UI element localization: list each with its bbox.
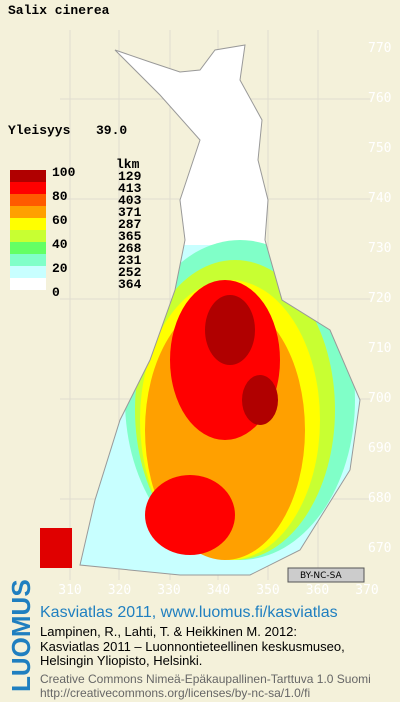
map	[80, 45, 360, 575]
citation: Kasviatlas 2011 – Luonnontieteellinen ke…	[40, 639, 345, 654]
legend-count: 129	[118, 169, 142, 184]
y-label: 720	[368, 291, 391, 306]
frequency-value: 39.0	[96, 123, 127, 138]
legend-count: 365	[118, 229, 142, 244]
x-label: 360	[306, 583, 329, 598]
legend-swatch	[10, 230, 46, 242]
island	[40, 528, 72, 568]
legend-count: 364	[118, 277, 142, 292]
license: Creative Commons Nimeä-Epäkaupallinen-Ta…	[40, 672, 371, 686]
x-label: 310	[58, 583, 81, 598]
legend-swatch	[10, 170, 46, 182]
citation: Lampinen, R., Lahti, T. & Heikkinen M. 2…	[40, 624, 297, 639]
y-label: 770	[368, 41, 391, 56]
legend-scale: 20	[52, 261, 68, 276]
legend-swatch	[10, 278, 46, 290]
cc-badge	[287, 567, 365, 583]
border	[79, 44, 361, 576]
legend-count: 231	[118, 253, 142, 268]
legend-count: 371	[118, 205, 142, 220]
citation: Helsingin Yliopisto, Helsinki.	[40, 653, 202, 668]
license: http://creativecommons.org/licenses/by-n…	[40, 686, 310, 700]
legend-count: 252	[118, 265, 142, 280]
legend-count: 287	[118, 217, 141, 232]
x-label: 350	[256, 583, 279, 598]
y-label: 690	[368, 441, 391, 456]
legend-swatch	[10, 206, 46, 218]
legend-count: 413	[118, 181, 142, 196]
cc-badge-text: BY-NC-SA	[300, 571, 343, 581]
legend-swatch	[10, 242, 46, 254]
legend-count: 268	[118, 241, 142, 256]
x-label: 370	[355, 583, 378, 598]
legend-scale: 80	[52, 189, 68, 204]
x-label: 330	[157, 583, 180, 598]
legend-swatch	[10, 182, 46, 194]
y-label: 730	[368, 241, 391, 256]
legend-scale: 100	[52, 165, 76, 180]
legend-scale: 0	[52, 285, 60, 300]
title: Salix cinerea	[8, 3, 110, 18]
x-label: 320	[108, 583, 131, 598]
y-label: 710	[368, 341, 391, 356]
y-label: 760	[368, 91, 391, 106]
legend-swatch	[10, 266, 46, 278]
y-label: 670	[368, 541, 391, 556]
legend-count: 403	[118, 193, 142, 208]
brand: LUOMUS	[6, 579, 36, 692]
legend-scale: 40	[52, 237, 68, 252]
y-label: 680	[368, 491, 391, 506]
legend-swatch	[10, 194, 46, 206]
legend-swatch	[10, 254, 46, 266]
legend-scale: 60	[52, 213, 68, 228]
link: Kasviatlas 2011, www.luomus.fi/kasviatla…	[40, 604, 338, 621]
count-header: lkm	[116, 157, 140, 172]
x-label: 340	[207, 583, 230, 598]
y-label: 750	[368, 141, 391, 156]
y-label: 740	[368, 191, 391, 206]
frequency-label: Yleisyys	[8, 123, 71, 138]
legend-swatch	[10, 218, 46, 230]
y-label: 700	[368, 391, 391, 406]
